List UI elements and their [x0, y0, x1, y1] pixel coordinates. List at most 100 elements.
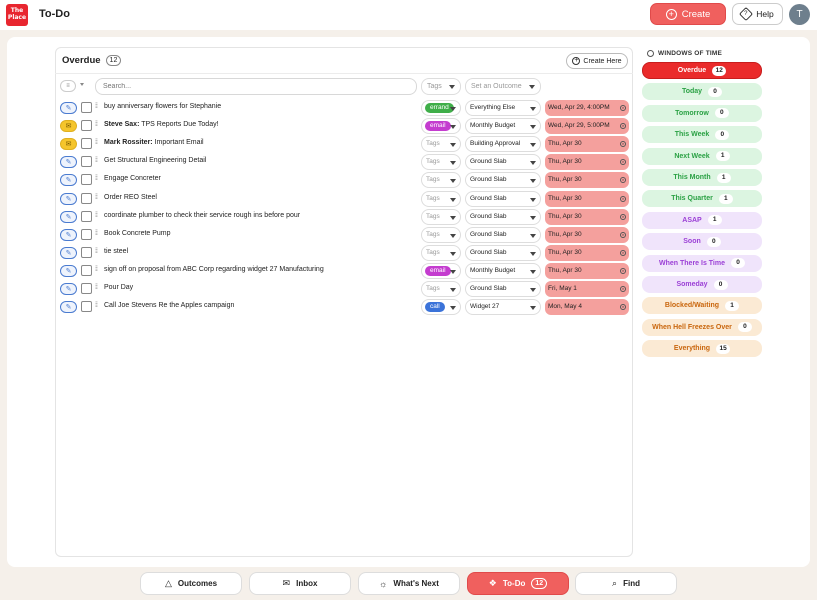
drag-handle-icon[interactable]: ⁞⁞	[95, 265, 98, 273]
filter-toggle-button[interactable]: ≡	[60, 80, 76, 92]
clear-date-icon[interactable]: ×	[620, 286, 626, 292]
table-row[interactable]: ✎ ⁞⁞ Engage Concreter Tags Ground Slab Thu, A…	[60, 172, 630, 189]
row-due-date[interactable]: Wed, Apr 29, 4:00PM ×	[545, 100, 629, 116]
row-outcome-select[interactable]: Monthly Budget	[465, 262, 541, 279]
drag-handle-icon[interactable]: ⁞⁞	[95, 139, 98, 147]
row-title[interactable]: coordinate plumber to check their servic…	[104, 212, 300, 219]
window-item[interactable]: Next Week 1	[642, 147, 762, 165]
row-title[interactable]: Engage Concreter	[104, 175, 161, 182]
row-due-date[interactable]: Thu, Apr 30 ×	[545, 208, 629, 225]
row-tag-select[interactable]: errand	[421, 100, 461, 116]
table-row[interactable]: ✉ ⁞⁞ Steve Sax: TPS Reports Due Today! emai…	[60, 118, 630, 135]
window-item[interactable]: This Quarter 1	[642, 190, 762, 208]
row-due-date[interactable]: Thu, Apr 30 ×	[545, 154, 629, 171]
nav-what-s-next[interactable]: ☼ What's Next	[358, 572, 460, 595]
clear-date-icon[interactable]: ×	[620, 213, 626, 220]
row-checkbox[interactable]	[81, 174, 92, 186]
row-tag-select[interactable]: Tags	[421, 244, 461, 261]
row-outcome-select[interactable]: Widget 27	[465, 299, 541, 316]
row-due-date[interactable]: Thu, Apr 30 ×	[545, 190, 629, 207]
row-title[interactable]: sign off on proposal from ABC Corp regar…	[104, 266, 324, 273]
row-title[interactable]: tie steel	[104, 248, 128, 255]
row-outcome-select[interactable]: Ground Slab	[465, 172, 541, 189]
row-outcome-select[interactable]: Everything Else	[465, 100, 541, 116]
row-checkbox[interactable]	[81, 228, 92, 240]
row-tag-select[interactable]: call	[421, 299, 461, 316]
window-item[interactable]: This Month 1	[642, 169, 762, 186]
drag-handle-icon[interactable]: ⁞⁞	[95, 247, 98, 255]
avatar[interactable]: T	[789, 4, 810, 25]
chevron-down-icon[interactable]	[80, 83, 84, 86]
clear-date-icon[interactable]: ×	[620, 159, 626, 166]
window-item[interactable]: Overdue 12	[642, 62, 762, 79]
row-checkbox[interactable]	[81, 156, 92, 168]
table-row[interactable]: ✎ ⁞⁞ sign off on proposal from ABC Corp re…	[60, 262, 630, 279]
nav-inbox[interactable]: ✉ Inbox	[249, 572, 351, 595]
clear-date-icon[interactable]: ×	[620, 249, 626, 256]
row-tag-select[interactable]: Tags	[421, 190, 461, 207]
table-row[interactable]: ✎ ⁞⁞ tie steel Tags Ground Slab Thu, Apr 30 ×	[60, 244, 630, 261]
drag-handle-icon[interactable]: ⁞⁞	[95, 103, 98, 110]
clear-date-icon[interactable]: ×	[620, 267, 626, 274]
row-checkbox[interactable]	[81, 210, 92, 222]
row-checkbox[interactable]	[81, 192, 92, 204]
row-checkbox[interactable]	[81, 264, 92, 276]
clear-date-icon[interactable]: ×	[620, 123, 626, 130]
create-here-button[interactable]: + Create Here	[566, 53, 628, 69]
clear-date-icon[interactable]: ×	[620, 231, 626, 238]
row-outcome-select[interactable]: Monthly Budget	[465, 118, 541, 135]
row-title[interactable]: buy anniversary flowers for Stephanie	[104, 103, 221, 110]
app-logo[interactable]: The Place	[6, 4, 28, 26]
row-outcome-select[interactable]: Ground Slab	[465, 244, 541, 261]
table-row[interactable]: ✎ ⁞⁞ coordinate plumber to check their ser…	[60, 208, 630, 225]
clear-date-icon[interactable]: ×	[620, 177, 626, 184]
row-checkbox[interactable]	[81, 120, 92, 132]
row-title[interactable]: Pour Day	[104, 284, 133, 291]
row-tag-select[interactable]: Tags	[421, 281, 461, 297]
row-title[interactable]: Book Concrete Pump	[104, 230, 171, 237]
clear-date-icon[interactable]: ×	[620, 141, 626, 148]
window-item[interactable]: When Hell Freezes Over 0	[642, 318, 762, 336]
nav-outcomes[interactable]: △ Outcomes	[140, 572, 242, 595]
row-tag-select[interactable]: Tags	[421, 226, 461, 243]
drag-handle-icon[interactable]: ⁞⁞	[95, 284, 98, 291]
table-row[interactable]: ✎ ⁞⁞ Order REO Steel Tags Ground Slab Thu, Ap…	[60, 190, 630, 207]
row-due-date[interactable]: Mon, May 4 ×	[545, 299, 629, 316]
row-outcome-select[interactable]: Ground Slab	[465, 208, 541, 225]
row-checkbox[interactable]	[81, 102, 92, 113]
window-item[interactable]: Today 0	[642, 83, 762, 101]
row-tag-select[interactable]: Tags	[421, 208, 461, 225]
row-title[interactable]: Get Structural Engineering Detail	[104, 157, 206, 164]
window-item[interactable]: Someday 0	[642, 276, 762, 293]
table-row[interactable]: ✎ ⁞⁞ Pour Day Tags Ground Slab Fri, May 1 ×	[60, 281, 630, 297]
table-row[interactable]: ✎ ⁞⁞ Call Joe Stevens Re the Apples campai…	[60, 299, 630, 316]
table-row[interactable]: ✎ ⁞⁞ buy anniversary flowers for Stephanie…	[60, 100, 630, 116]
help-button[interactable]: ? Help	[732, 3, 783, 25]
drag-handle-icon[interactable]: ⁞⁞	[95, 157, 98, 165]
table-row[interactable]: ✎ ⁞⁞ Get Structural Engineering Detail Tags…	[60, 154, 630, 171]
row-due-date[interactable]: Thu, Apr 30 ×	[545, 136, 629, 153]
row-tag-select[interactable]: Tags	[421, 136, 461, 153]
nav-find[interactable]: ⌕ Find	[575, 572, 677, 595]
row-tag-select[interactable]: Tags	[421, 154, 461, 171]
clear-date-icon[interactable]: ×	[620, 304, 626, 311]
drag-handle-icon[interactable]: ⁞⁞	[95, 302, 98, 310]
window-item[interactable]: This Week 0	[642, 126, 762, 144]
window-item[interactable]: ASAP 1	[642, 211, 762, 229]
table-row[interactable]: ✎ ⁞⁞ Book Concrete Pump Tags Ground Slab Thu,…	[60, 226, 630, 243]
row-due-date[interactable]: Fri, May 1 ×	[545, 281, 629, 297]
drag-handle-icon[interactable]: ⁞⁞	[95, 121, 98, 129]
table-row[interactable]: ✉ ⁞⁞ Mark Rossiter: Important Email Tags Bui…	[60, 136, 630, 153]
row-outcome-select[interactable]: Building Approval	[465, 136, 541, 153]
drag-handle-icon[interactable]: ⁞⁞	[95, 229, 98, 237]
outcome-filter-select[interactable]: Set an Outcome	[465, 78, 541, 95]
drag-handle-icon[interactable]: ⁞⁞	[95, 175, 98, 183]
row-outcome-select[interactable]: Ground Slab	[465, 281, 541, 297]
clear-date-icon[interactable]: ×	[620, 105, 626, 111]
row-due-date[interactable]: Wed, Apr 29, 5:00PM ×	[545, 118, 629, 135]
row-title[interactable]: Mark Rossiter: Important Email	[104, 139, 204, 146]
row-due-date[interactable]: Thu, Apr 30 ×	[545, 226, 629, 243]
window-item[interactable]: Everything 15	[642, 340, 762, 358]
nav-to-do[interactable]: ❖ To-Do 12	[467, 572, 569, 595]
create-button[interactable]: + Create	[650, 3, 726, 25]
